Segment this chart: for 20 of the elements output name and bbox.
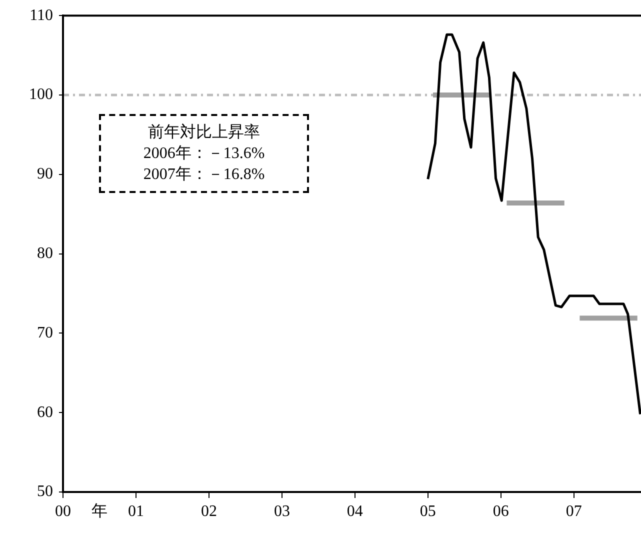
annotation: 2006年：－13.6%: [142, 144, 266, 164]
y-tick-label: 110: [30, 6, 53, 24]
y-tick-label: 100: [29, 86, 53, 104]
y-tick-label: 80: [37, 245, 53, 262]
x-tick-label: 01: [128, 502, 144, 520]
annotation: 2007年：－16.8%: [142, 165, 266, 185]
y-tick-label: 90: [37, 166, 53, 183]
text-box: 前年対比上昇率 2006年：－13.6% 2007年：－16.8%: [99, 114, 309, 193]
x-axis-title: 年: [91, 503, 108, 520]
y-tick-label: 50: [37, 483, 53, 500]
x-tick-label: 04: [346, 502, 363, 520]
x-tick-label: 02: [200, 502, 217, 520]
annotation: 前年対比上昇率: [147, 122, 261, 143]
x-tick-label: 03: [274, 502, 290, 520]
x-tick-label: 07: [566, 502, 582, 520]
x-tick-label: 00: [55, 502, 71, 520]
y-tick-label: 60: [37, 404, 53, 421]
y-tick-label: 70: [37, 324, 53, 342]
x-tick-label: 06: [492, 502, 509, 520]
x-tick-label: 05: [420, 502, 436, 520]
